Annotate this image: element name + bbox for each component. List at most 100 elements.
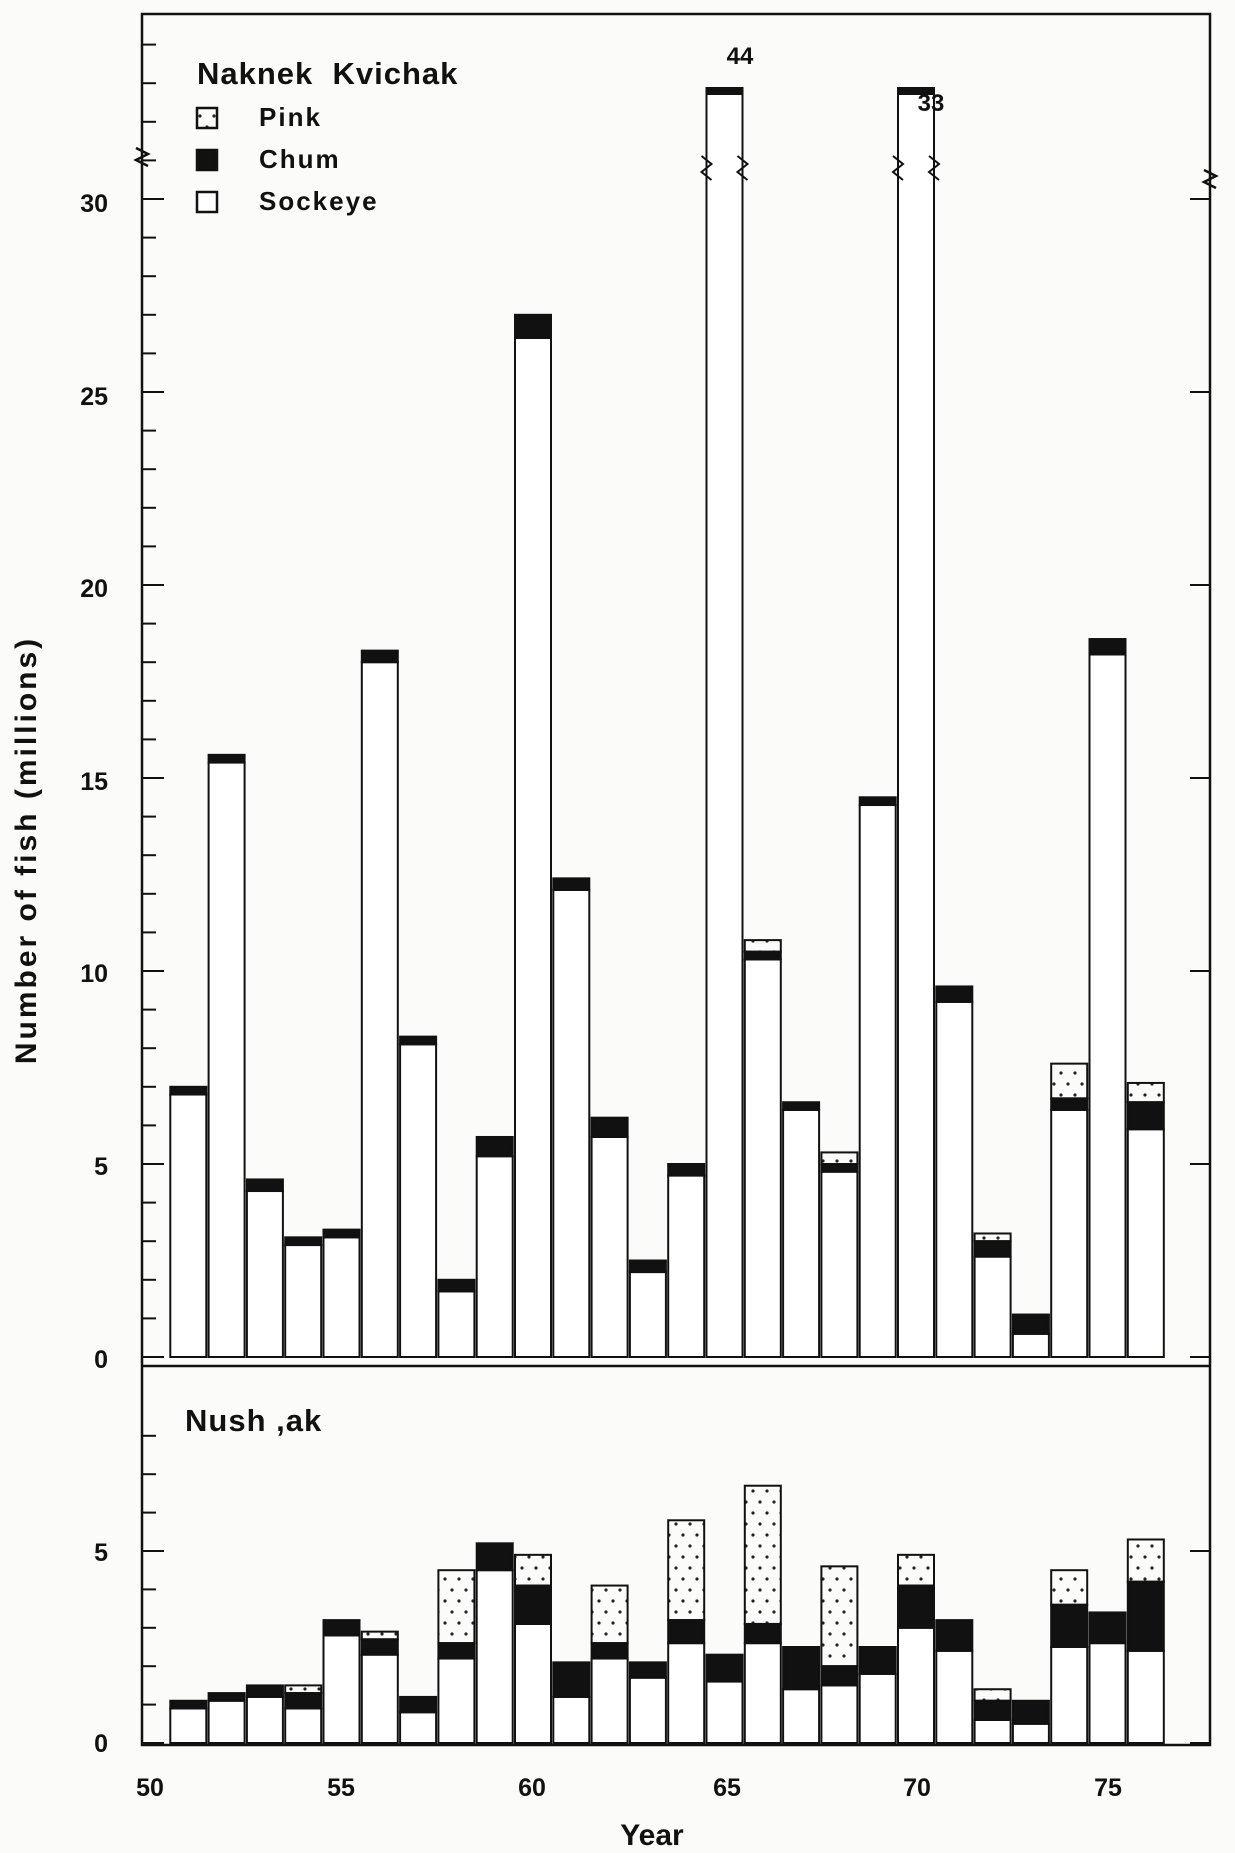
- bottom-bar-sockeye: [897, 1626, 935, 1745]
- y-tick-label: 25: [80, 383, 108, 411]
- y-tick-label: 5: [94, 1153, 108, 1181]
- bottom-bar-sockeye: [705, 1680, 744, 1745]
- bottom-bar-sockeye: [552, 1695, 591, 1745]
- bottom-bar-chum: [628, 1661, 667, 1679]
- top-bar-sockeye: [973, 1255, 1012, 1359]
- top-bar-chum: [782, 1101, 821, 1111]
- bottom-bar-sockeye: [820, 1684, 859, 1745]
- bottom-bar-sockeye: [1088, 1642, 1127, 1745]
- top-bar-chum: [1050, 1097, 1089, 1111]
- bottom-bar-sockeye: [1050, 1646, 1089, 1744]
- top-bar-pink: [973, 1232, 1012, 1243]
- x-tick-labels: 50 55 60 65 70 75: [136, 1774, 1122, 1802]
- bottom-bar-chum: [360, 1638, 399, 1656]
- bottom-bar-chum: [820, 1665, 859, 1687]
- bottom-panel-bars: [169, 1484, 1165, 1745]
- top-bar-chum: [667, 1163, 706, 1177]
- top-bar-sockeye: [1088, 653, 1127, 1358]
- bottom-bar-sockeye: [1011, 1722, 1050, 1745]
- top-bar-pink: [1126, 1081, 1165, 1104]
- top-panel-bars: [169, 87, 1165, 1359]
- bottom-bar-sockeye: [667, 1642, 706, 1745]
- bar-break-mark: [735, 155, 750, 181]
- top-bar-sockeye: [245, 1190, 284, 1359]
- bottom-bar-sockeye: [437, 1657, 476, 1745]
- top-bar-sockeye: [705, 93, 744, 1358]
- top-bar-chum: [705, 87, 744, 95]
- top-bar-sockeye: [437, 1290, 476, 1359]
- top-bar-pink: [743, 939, 782, 953]
- top-bar-sockeye: [360, 661, 399, 1358]
- top-bar-chum: [169, 1085, 208, 1096]
- bottom-bar-chum: [437, 1642, 476, 1660]
- top-bar-sockeye: [1011, 1332, 1050, 1358]
- plot-frame: [140, 12, 1212, 1747]
- top-bar-chum: [1126, 1101, 1165, 1131]
- panel-frames: [133, 12, 1219, 1747]
- top-bar-sockeye: [207, 761, 246, 1358]
- bottom-bar-chum: [858, 1646, 897, 1675]
- top-bar-chum: [475, 1135, 514, 1158]
- top-bar-sockeye: [743, 958, 782, 1358]
- top-y-tick-labels: 0 5 10 15 20 25 30: [80, 190, 108, 1374]
- x-tick-label: 65: [713, 1774, 741, 1802]
- bottom-bar-chum: [475, 1542, 514, 1572]
- bottom-bar-chum: [705, 1653, 744, 1683]
- bottom-bar-pink: [667, 1519, 706, 1622]
- top-bar-chum: [399, 1035, 438, 1046]
- top-bar-chum: [820, 1163, 859, 1173]
- bottom-bar-pink: [514, 1553, 552, 1587]
- bottom-bar-chum: [1126, 1580, 1165, 1652]
- top-bar-sockeye: [399, 1043, 438, 1358]
- bottom-bar-chum: [1011, 1699, 1050, 1725]
- x-tick-label: 75: [1094, 1774, 1122, 1802]
- top-bar-sockeye: [820, 1170, 859, 1358]
- bar-break-mark: [891, 155, 905, 181]
- y-tick-label: 30: [80, 190, 108, 218]
- bottom-bar-chum: [667, 1619, 706, 1645]
- bottom-bar-pink: [897, 1553, 935, 1587]
- top-panel-title: Naknek Kvichak: [197, 56, 458, 91]
- bottom-bar-chum: [207, 1692, 246, 1702]
- bottom-bar-sockeye: [782, 1688, 821, 1744]
- y-tick-label: 0: [94, 1730, 108, 1758]
- legend: Pink Chum Sockeye: [195, 102, 377, 216]
- top-bar-sockeye: [514, 336, 552, 1358]
- bottom-bar-pink: [284, 1684, 323, 1695]
- bottom-bar-sockeye: [743, 1642, 782, 1745]
- bottom-bar-pink: [360, 1630, 399, 1641]
- x-axis-title: Year: [620, 1819, 684, 1852]
- bottom-bar-sockeye: [322, 1634, 361, 1744]
- legend-swatch-chum: [195, 148, 219, 172]
- bottom-bar-sockeye: [590, 1657, 629, 1745]
- bottom-bar-chum: [1050, 1603, 1089, 1649]
- bottom-bar-sockeye: [628, 1676, 667, 1744]
- bottom-bar-pink: [973, 1688, 1012, 1702]
- bottom-bar-chum: [782, 1646, 821, 1691]
- top-bar-sockeye: [935, 1000, 974, 1358]
- bottom-bar-pink: [590, 1584, 629, 1645]
- bottom-bar-sockeye: [169, 1707, 208, 1744]
- bottom-bar-chum: [935, 1619, 974, 1652]
- legend-label-chum: Chum: [259, 144, 341, 174]
- y-tick-label: 20: [80, 575, 108, 603]
- top-bar-chum: [322, 1228, 361, 1239]
- y-tick-label: 15: [80, 768, 108, 796]
- bottom-bar-pink: [743, 1484, 782, 1625]
- top-bar-chum: [514, 313, 552, 339]
- bottom-bar-sockeye: [973, 1718, 1012, 1744]
- bottom-bar-chum: [284, 1692, 323, 1710]
- top-bar-chum: [284, 1236, 323, 1247]
- bottom-bar-sockeye: [514, 1622, 552, 1744]
- axis-break-mark: [1201, 168, 1219, 190]
- bottom-bar-chum: [399, 1695, 438, 1714]
- top-bar-sockeye: [858, 804, 897, 1358]
- top-bar-chum: [437, 1278, 476, 1293]
- bottom-bar-chum: [590, 1642, 629, 1660]
- x-tick-label: 60: [518, 1774, 546, 1802]
- bottom-bar-sockeye: [858, 1672, 897, 1745]
- bottom-panel-title: Nush ,ak: [185, 1403, 322, 1438]
- bottom-bar-chum: [322, 1619, 361, 1637]
- top-bar-sockeye: [667, 1174, 706, 1358]
